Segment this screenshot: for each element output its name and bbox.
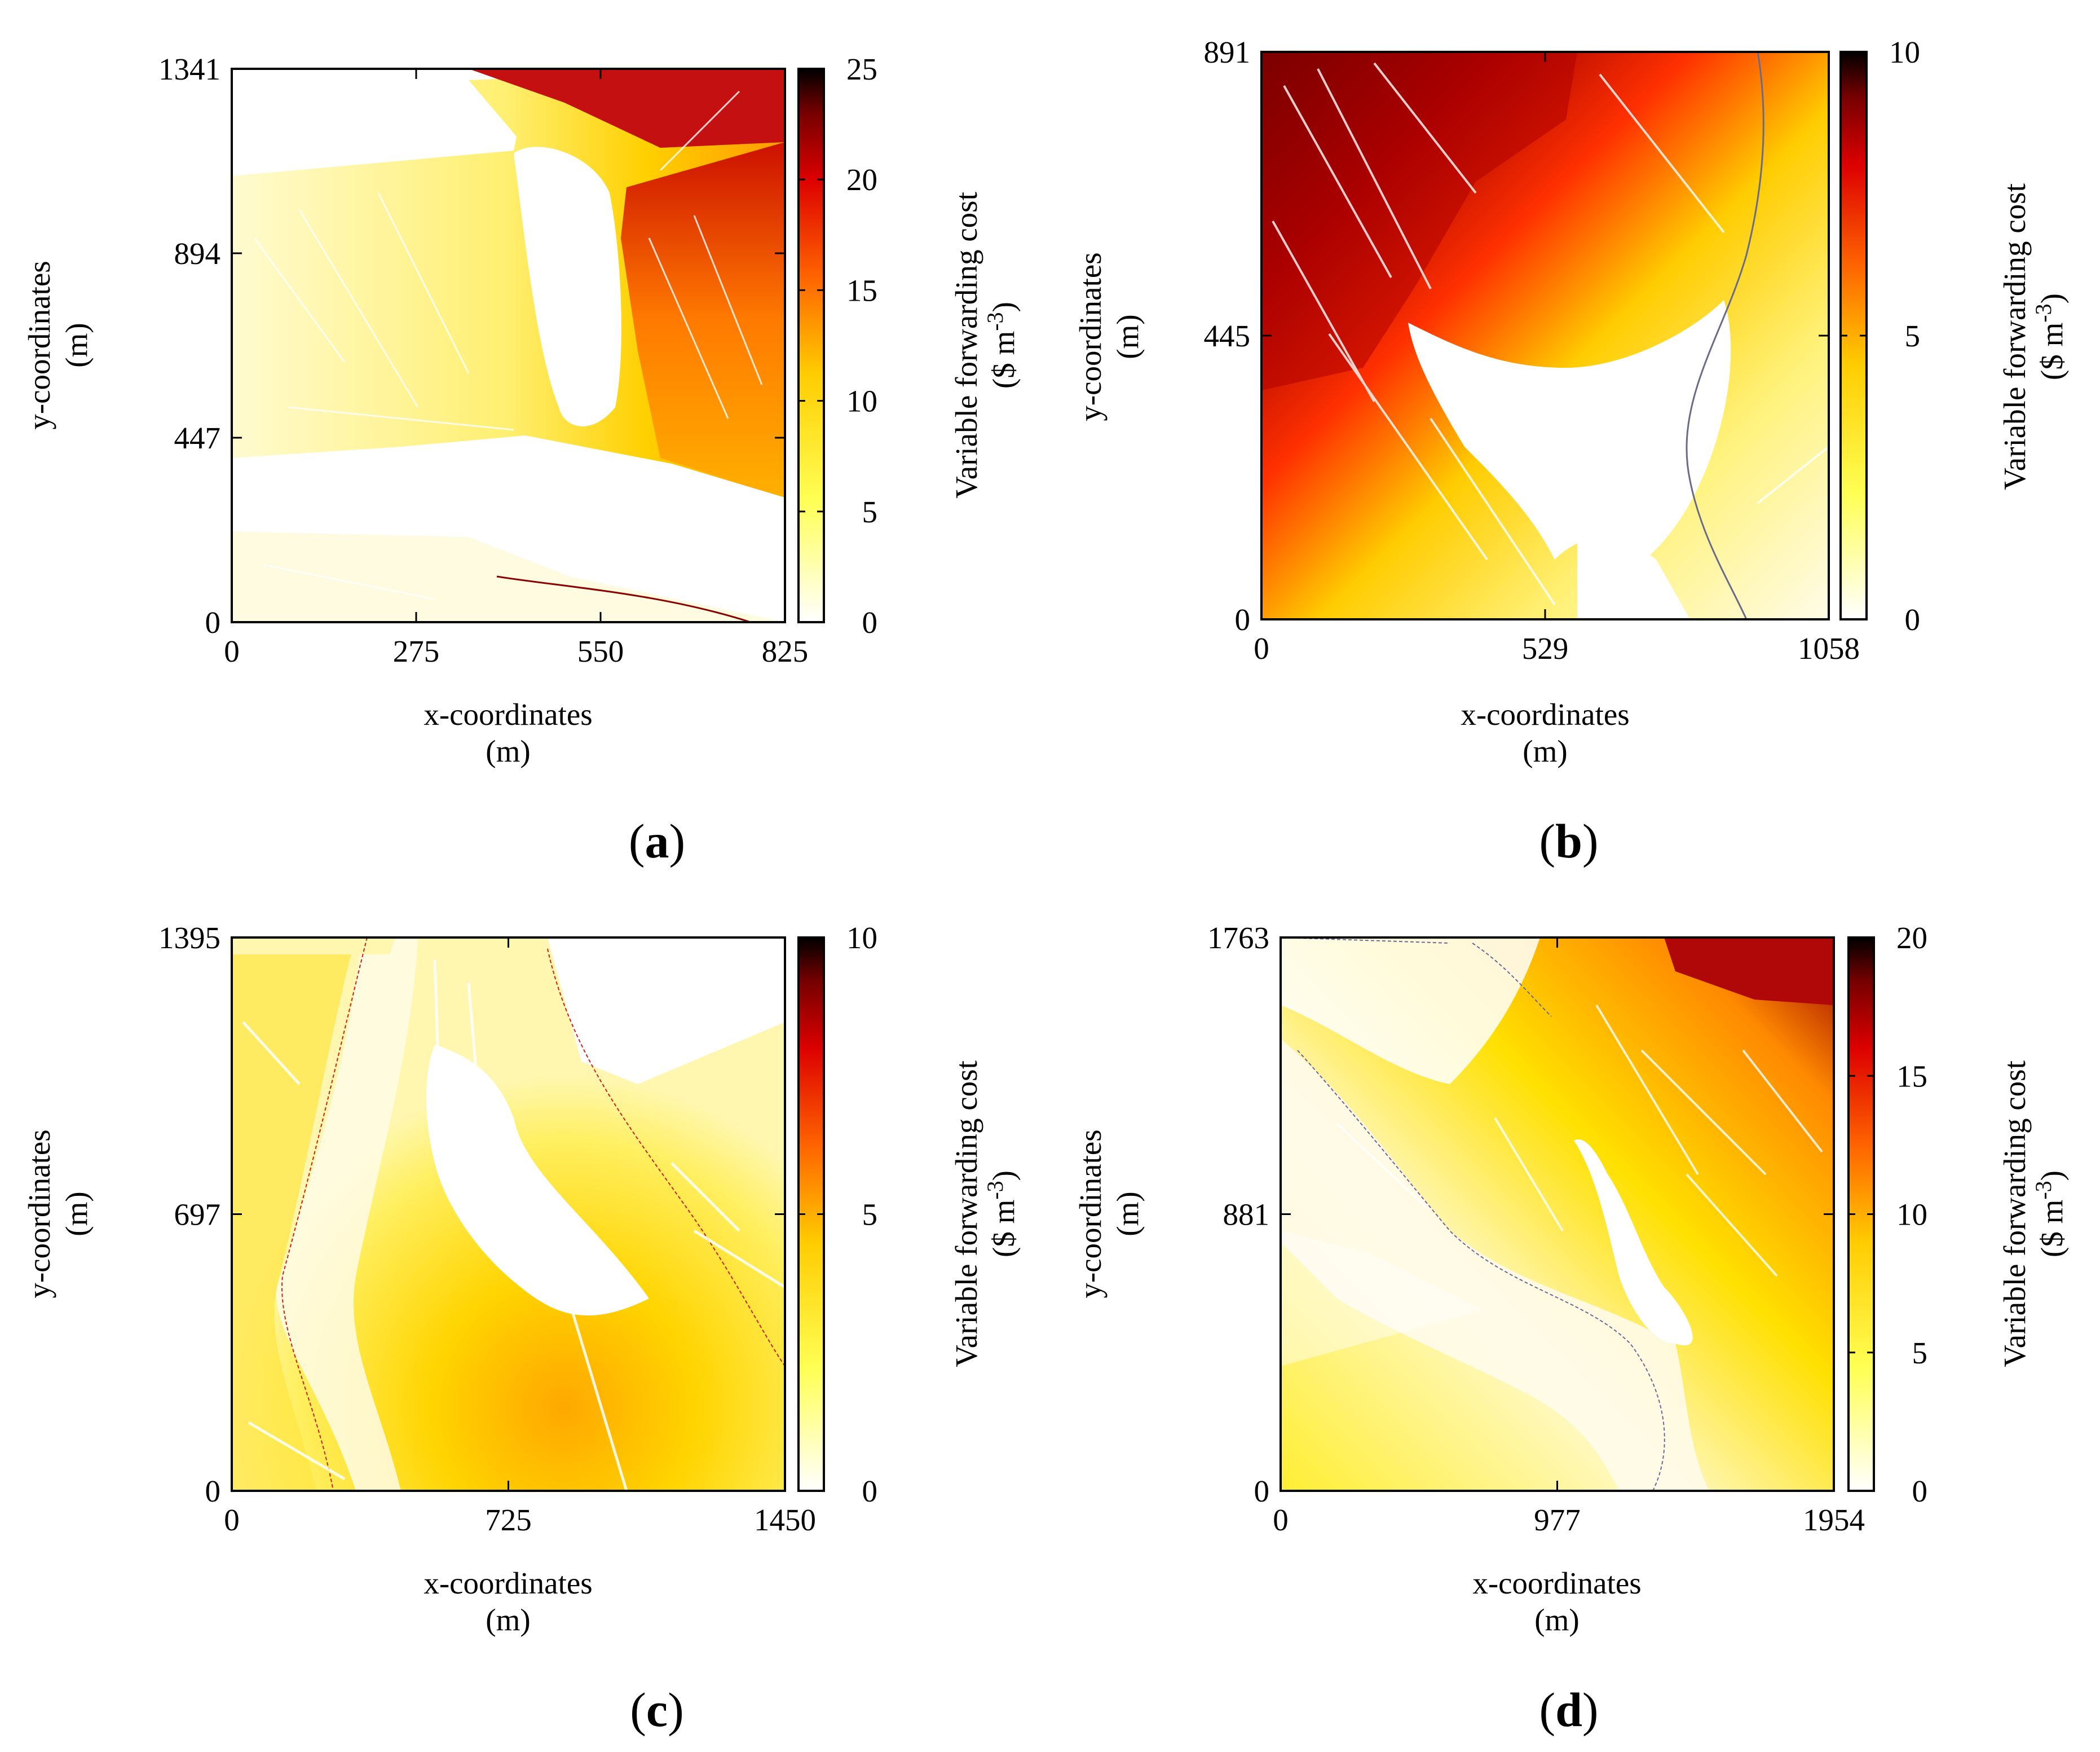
ytick-label-d-1: 881 [1223,1198,1270,1232]
colorbar-label-a-line2: ($ m-3) [982,302,1021,389]
colorbar-label-d-line1: Variable forwarding cost [1997,1060,2032,1367]
ytick-label-d-0: 0 [1254,1474,1270,1508]
ytick-label-b-2: 891 [1204,35,1251,69]
colorbar-label-d-line2: ($ m-3) [2031,1170,2069,1257]
ctick-label-d-3: 15 [1896,1059,1927,1093]
ylabel-a-line1: y-coordinates [22,261,56,429]
xtick-label-a-0: 0 [224,634,240,668]
ctick-label-d-2: 10 [1896,1198,1927,1232]
ctick-label-a-4: 20 [846,162,877,197]
ytick-label-a-3: 1341 [158,52,220,86]
ylabel-c-line2: (m) [59,1191,94,1236]
xlabel-a-line1: x-coordinates [423,697,592,732]
panel-c: y-coordinates (m) x-coordinates (m) Vari… [22,936,1021,1737]
ctick-label-c-2: 10 [846,921,877,955]
heatmap-a [232,69,785,622]
xtick-label-a-3: 825 [762,634,809,668]
xtick-label-b-1: 529 [1522,631,1569,666]
xtick-label-d-1: 977 [1534,1503,1581,1537]
ylabel-a-line2: (m) [59,323,94,367]
ylabel-c-line1: y-coordinates [22,1129,56,1298]
xlabel-c-line1: x-coordinates [423,1566,592,1600]
colorbar-label-c-line2: ($ m-3) [982,1170,1021,1257]
xtick-label-c-0: 0 [224,1503,240,1537]
ctick-label-d-0: 0 [1912,1474,1928,1508]
heatmap-c [232,937,785,1491]
ctick-label-a-3: 15 [846,273,877,307]
ytick-label-a-1: 447 [174,421,221,455]
colorbar-label-a-line1: Variable forwarding cost [949,192,983,499]
xlabel-c-line2: (m) [486,1603,530,1637]
ctick-label-b-0: 0 [1905,602,1921,637]
ytick-label-c-0: 0 [205,1474,221,1508]
panel-b: y-coordinates (m) x-coordinates (m) Vari… [1073,51,2069,868]
xtick-label-a-2: 550 [577,634,624,668]
xlabel-d-line2: (m) [1534,1603,1579,1637]
ctick-label-d-1: 5 [1912,1336,1928,1370]
ylabel-d-line1: y-coordinates [1073,1129,1108,1298]
ctick-label-b-1: 5 [1905,319,1921,353]
plot-frame-a [231,68,786,623]
caption-c: (c) [630,1683,683,1737]
ytick-label-a-2: 894 [174,236,221,271]
ytick-label-b-1: 445 [1204,319,1251,353]
xlabel-b-line2: (m) [1523,734,1567,768]
ctick-label-a-2: 10 [846,384,877,419]
colorbar-label-c-line1: Variable forwarding cost [949,1060,983,1367]
ytick-label-c-2: 1395 [158,921,220,955]
ytick-label-b-0: 0 [1235,602,1251,637]
ylabel-b-line1: y-coordinates [1073,252,1108,421]
xtick-label-d-2: 1954 [1803,1503,1865,1537]
colorbar-a [798,69,824,622]
caption-b: (b) [1539,814,1598,868]
xtick-label-c-1: 725 [485,1503,532,1537]
xtick-label-b-0: 0 [1254,631,1269,666]
xlabel-a-line2: (m) [486,734,530,768]
xtick-label-b-2: 1058 [1798,631,1860,666]
ytick-label-d-2: 1763 [1207,921,1269,955]
ytick-label-c-1: 697 [174,1198,221,1232]
ctick-label-b-2: 10 [1889,35,1920,69]
heatmap-d [1281,937,1834,1491]
panel-a: y-coordinates (m) x-coordinates (m) Vari… [22,68,1021,868]
colorbar-label-b-line2: ($ m-3) [2031,293,2069,380]
colorbar-label-b-line1: Variable forwarding cost [1997,183,2032,490]
ctick-label-c-1: 5 [862,1198,878,1232]
ylabel-b-line2: (m) [1110,314,1145,359]
xlabel-b-line1: x-coordinates [1461,697,1629,732]
panel-d: y-coordinates (m) x-coordinates (m) Vari… [1073,936,2069,1737]
xtick-label-d-0: 0 [1273,1503,1289,1537]
caption-d: (d) [1539,1683,1598,1737]
ctick-label-a-0: 0 [862,605,878,640]
ylabel-d-line2: (m) [1110,1191,1145,1236]
ctick-label-d-4: 20 [1896,921,1927,955]
ctick-label-c-0: 0 [862,1474,878,1508]
xlabel-d-line1: x-coordinates [1472,1566,1641,1600]
caption-a: (a) [629,814,685,868]
ctick-label-a-5: 25 [846,52,877,86]
ctick-label-a-1: 5 [862,495,878,529]
ytick-label-a-0: 0 [205,605,221,640]
heatmap-b [1261,52,1829,619]
xtick-label-c-2: 1450 [754,1503,816,1537]
xtick-label-a-1: 275 [393,634,440,668]
